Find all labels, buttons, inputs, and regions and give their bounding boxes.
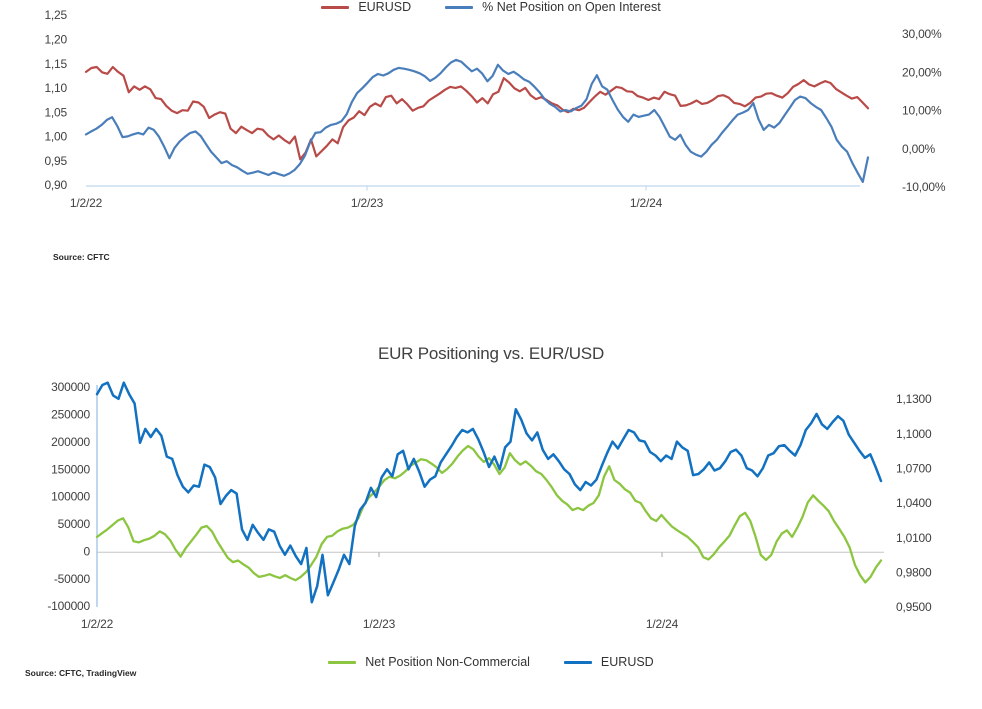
right-axis-tick-label: -10,00% — [902, 180, 946, 194]
legend-label: EURUSD — [358, 0, 412, 14]
bottom-chart-source: Source: CFTC, TradingView — [25, 668, 137, 678]
bottom-chart-title: EUR Positioning vs. EUR/USD — [377, 344, 605, 363]
x-axis-tick-label: 1/2/23 — [351, 196, 384, 210]
x-axis-tick-label: 1/2/22 — [81, 617, 114, 631]
right-axis-tick-label: 1,0100 — [896, 531, 932, 545]
x-axis-tick-label: 1/2/22 — [70, 196, 103, 210]
x-axis-tick-label: 1/2/24 — [646, 617, 679, 631]
left-axis-tick-label: 50000 — [58, 517, 91, 531]
x-axis-tick-label: 1/2/24 — [630, 196, 663, 210]
top-chart-source: Source: CFTC — [53, 252, 110, 262]
left-axis-tick-label: 1,00 — [44, 130, 67, 144]
x-axis-tick-label: 1/2/23 — [363, 617, 396, 631]
left-axis-tick-label: 150000 — [51, 462, 90, 476]
top-chart-legend: EURUSD % Net Position on Open Interest — [0, 0, 982, 14]
eurusd-line — [95, 381, 883, 604]
right-axis-tick-label: 1,0700 — [896, 461, 932, 475]
legend-item-eurusd: EURUSD — [321, 0, 411, 14]
legend-item-eurusd: EURUSD — [563, 655, 654, 669]
right-axis-tick-label: 1,1300 — [896, 392, 932, 406]
left-axis-tick-label: 1,15 — [44, 57, 67, 71]
right-axis-tick-label: 20,00% — [902, 65, 942, 79]
right-axis-tick-label: 1,0400 — [896, 496, 932, 510]
bottom-chart-legend: Net Position Non-Commercial EURUSD — [0, 655, 982, 669]
left-axis-tick-label: 0,95 — [44, 154, 67, 168]
left-axis-tick-label: 100000 — [51, 490, 90, 504]
legend-label: Net Position Non-Commercial — [365, 655, 530, 669]
legend-label: EURUSD — [600, 655, 654, 669]
left-axis-tick-label: -100000 — [47, 599, 90, 613]
net-position-non-commercial-line — [95, 444, 883, 584]
left-axis-tick-label: -50000 — [54, 572, 91, 586]
left-axis-tick-label: 0 — [84, 544, 91, 558]
legend-label: % Net Position on Open Interest — [482, 0, 661, 14]
left-axis-tick-label: 1,20 — [44, 32, 67, 46]
left-axis-tick-label: 250000 — [51, 408, 90, 422]
eurusd-line — [84, 65, 870, 161]
legend-item-net-position-on-open-interest: % Net Position on Open Interest — [445, 0, 661, 14]
left-axis-tick-label: 0,90 — [44, 178, 67, 192]
right-axis-tick-label: 1,1000 — [896, 427, 932, 441]
legend-swatch-icon — [328, 660, 357, 664]
right-axis-tick-label: 0,00% — [902, 142, 936, 156]
bottom-chart-canvas: 300000 250000 200000 150000 100000 50000 0 -500… — [47, 380, 932, 631]
left-axis-tick-label: 200000 — [51, 435, 90, 449]
left-axis-tick-label: 300000 — [51, 380, 90, 394]
left-axis-tick-label: 1,10 — [44, 81, 67, 95]
legend-swatch-icon — [563, 660, 592, 664]
right-axis-tick-label: 0,9500 — [896, 600, 932, 614]
right-axis-tick-label: 30,00% — [902, 27, 942, 41]
net-position-on-open-interest-line — [84, 58, 870, 183]
legend-swatch-icon — [445, 5, 474, 9]
left-axis-tick-label: 1,25 — [44, 8, 67, 22]
right-axis-tick-label: 10,00% — [902, 104, 942, 118]
top-chart-canvas: 1,25 1,20 1,15 1,10 1,05 1,00 0,95 0,90 30,00% 20… — [44, 8, 946, 210]
right-axis-tick-label: 0,9800 — [896, 565, 932, 579]
legend-swatch-icon — [321, 5, 350, 9]
left-axis-tick-label: 1,05 — [44, 105, 67, 119]
legend-item-net-position-non-commercial: Net Position Non-Commercial — [328, 655, 530, 669]
